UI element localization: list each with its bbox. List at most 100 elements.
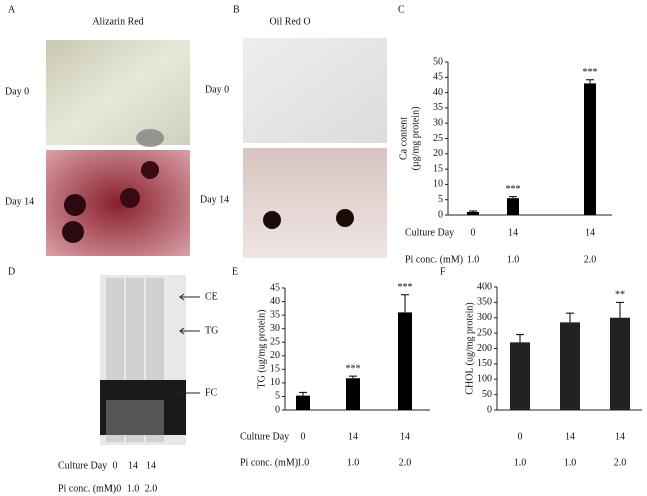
y-axis-label: CHOL (ug/mg protein) — [464, 302, 475, 394]
category-label: 1.0 — [514, 457, 527, 468]
y-tick-label: 50 — [433, 56, 443, 67]
significance: *** — [346, 363, 361, 374]
category-label: 0 — [471, 227, 476, 238]
y-tick-label: 40 — [433, 87, 443, 98]
nodule — [141, 161, 159, 179]
row-label: Day 14 — [5, 196, 34, 207]
panel-title: Oil Red O — [269, 16, 310, 27]
significance: *** — [506, 184, 521, 195]
band-label: CE — [205, 291, 218, 302]
error-bar — [299, 391, 307, 396]
nodule — [64, 194, 86, 216]
category-label: 2.0 — [145, 483, 158, 494]
arrows — [179, 293, 200, 397]
category-label: 14 — [348, 431, 358, 442]
bar — [510, 342, 530, 410]
category-label: 14 — [508, 227, 518, 238]
y-axis-label: TG (ug/mg protein) — [256, 310, 267, 389]
panel-letter: E — [232, 266, 238, 277]
y-tick-label: 250 — [477, 327, 492, 338]
micrograph — [243, 148, 387, 258]
category-label: 14 — [615, 431, 625, 442]
error-bar — [349, 375, 357, 379]
bar — [467, 211, 479, 215]
y-tick-label: 35 — [433, 102, 443, 113]
panel-letter: F — [440, 266, 446, 277]
row-label: Pi conc. (mM) — [240, 457, 298, 468]
significance: ** — [615, 290, 625, 301]
bar — [584, 83, 596, 215]
category-label: 1.0 — [564, 457, 577, 468]
row-label: Culture Day — [405, 227, 454, 238]
category-label: 14 — [565, 431, 575, 442]
y-axis-label: Ca content — [398, 117, 409, 160]
error-bar — [516, 334, 524, 343]
nodule — [120, 188, 140, 208]
lipid-spot — [263, 211, 281, 229]
error-bar — [509, 196, 517, 199]
row-label: Pi conc. (mM) — [58, 483, 116, 494]
error-bar — [566, 312, 574, 323]
row-label: Day 0 — [5, 86, 29, 97]
panel-letter: C — [398, 4, 405, 15]
category-label: 1.0 — [467, 254, 480, 265]
y-tick-label: 15 — [270, 364, 280, 375]
error-bar — [401, 294, 409, 313]
y-tick-label: 45 — [270, 282, 280, 293]
y-tick-label: 300 — [477, 312, 492, 323]
y-tick-label: 10 — [433, 179, 443, 190]
lipid-spot — [336, 209, 354, 227]
y-tick-label: 50 — [482, 389, 492, 400]
nodule — [62, 221, 84, 243]
category-label: 2.0 — [399, 457, 412, 468]
band-label: FC — [205, 387, 218, 398]
category-label: 2.0 — [584, 254, 597, 265]
y-tick-label: 350 — [477, 297, 492, 308]
row-label: Pi conc. (mM) — [405, 254, 463, 265]
y-tick-label: 150 — [477, 358, 492, 369]
category-label: 1.0 — [127, 483, 140, 494]
category-label: 1.0 — [109, 483, 122, 494]
micrograph — [46, 40, 190, 145]
error-bar — [469, 210, 477, 212]
y-tick-label: 5 — [275, 391, 280, 402]
y-tick-label: 30 — [270, 323, 280, 334]
row-label: Culture Day — [240, 431, 289, 442]
y-tick-label: 40 — [270, 296, 280, 307]
y-tick-label: 45 — [433, 72, 443, 83]
fc-smear — [106, 400, 164, 435]
bar — [398, 312, 412, 410]
row-label: Day 0 — [205, 84, 229, 95]
error-bar — [586, 79, 594, 84]
category-label: 14 — [146, 460, 156, 471]
row-label: Day 14 — [200, 194, 229, 205]
panel-letter: D — [8, 266, 15, 277]
y-tick-label: 0 — [487, 404, 492, 415]
y-axis-label: (µg/mg protein) — [410, 107, 421, 171]
y-tick-label: 200 — [477, 343, 492, 354]
y-tick-label: 10 — [270, 377, 280, 388]
bar — [507, 198, 519, 215]
significance: *** — [398, 282, 413, 293]
y-tick-label: 0 — [275, 404, 280, 415]
significance: *** — [583, 67, 598, 78]
category-label: 14 — [128, 460, 138, 471]
bar — [296, 395, 310, 410]
y-tick-label: 20 — [270, 350, 280, 361]
bar — [610, 317, 630, 410]
panel-letter: B — [233, 4, 240, 15]
category-label: 14 — [400, 431, 410, 442]
category-label: 0 — [301, 431, 306, 442]
category-label: 1.0 — [347, 457, 360, 468]
y-tick-label: 400 — [477, 281, 492, 292]
bar — [560, 322, 580, 410]
y-tick-label: 5 — [438, 194, 443, 205]
y-tick-label: 25 — [270, 337, 280, 348]
y-tick-label: 35 — [270, 309, 280, 320]
category-label: 1.0 — [297, 457, 310, 468]
micrograph-spot — [136, 129, 164, 147]
category-label: 1.0 — [507, 254, 520, 265]
y-tick-label: 0 — [438, 209, 443, 220]
category-label: 0 — [113, 460, 118, 471]
